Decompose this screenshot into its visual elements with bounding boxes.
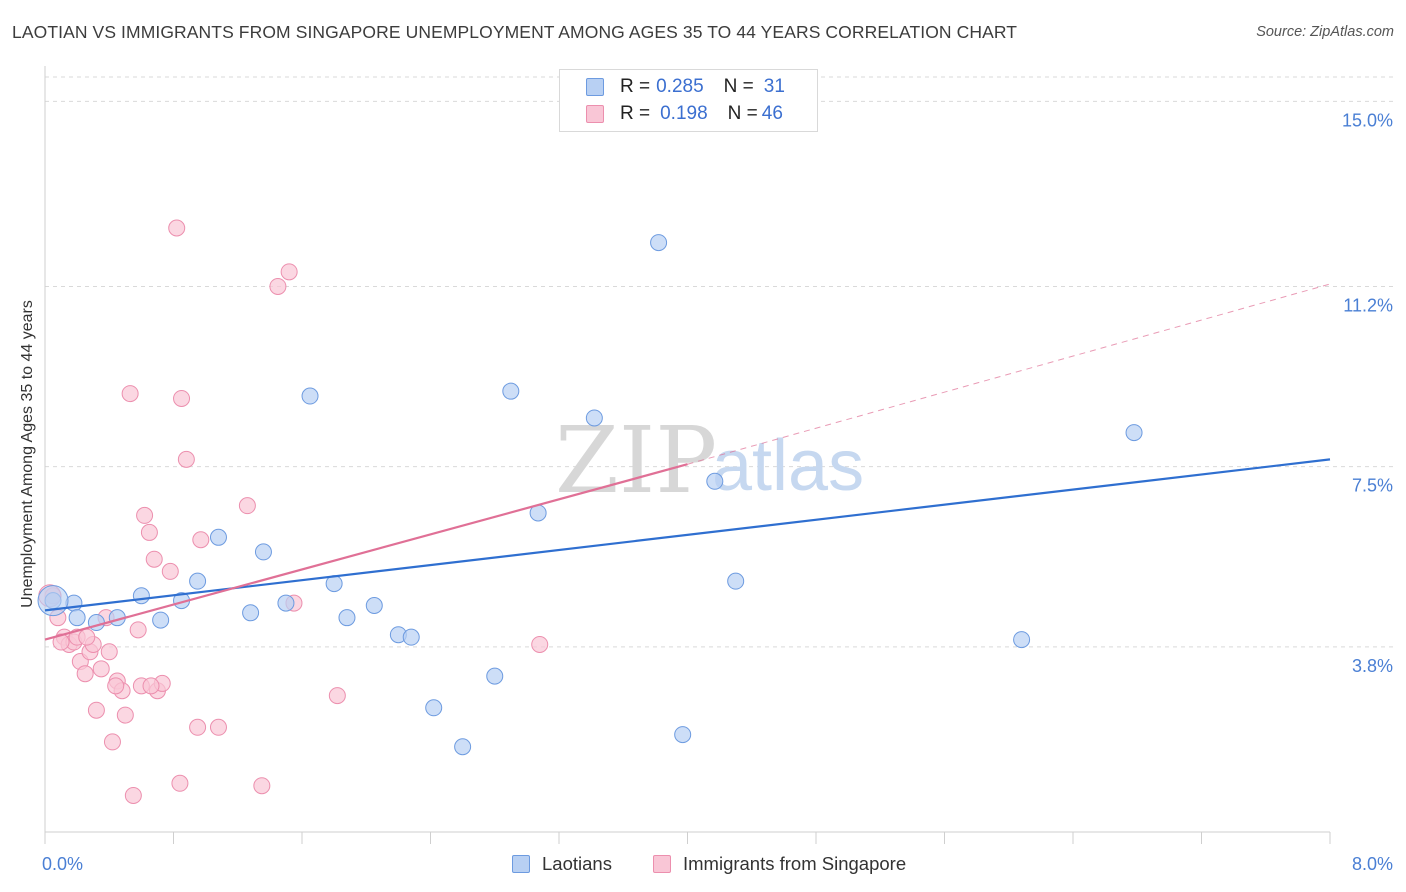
x-tick-label-max: 8.0% bbox=[1352, 854, 1393, 874]
point-laotians bbox=[454, 738, 472, 756]
point-laotians bbox=[68, 609, 86, 627]
point-laotians-cluster bbox=[37, 585, 69, 617]
series-laotians-points bbox=[37, 234, 1143, 756]
point-singapore bbox=[76, 665, 94, 683]
point-singapore bbox=[87, 701, 105, 719]
point-laotians bbox=[650, 234, 668, 252]
point-laotians bbox=[502, 382, 520, 400]
trend-lines bbox=[44, 283, 1331, 641]
point-singapore bbox=[328, 687, 346, 705]
watermark-atlas: atlas bbox=[712, 426, 864, 506]
legend-bottom-swatch-singapore bbox=[653, 855, 671, 873]
point-laotians bbox=[132, 587, 150, 605]
point-laotians bbox=[254, 543, 272, 561]
point-laotians bbox=[338, 609, 356, 627]
gridlines bbox=[45, 76, 1394, 648]
point-singapore bbox=[531, 635, 549, 653]
legend-row-laotians: R = 0.285 N = 31 bbox=[586, 74, 785, 100]
legend-n-label: N = bbox=[723, 76, 754, 97]
legend-r-label: R = bbox=[620, 103, 651, 124]
point-laotians bbox=[189, 572, 207, 590]
point-laotians bbox=[209, 528, 227, 546]
point-singapore bbox=[192, 531, 210, 549]
tick-labels: 3.8% 7.5% 11.2% 15.0% 0.0% 8.0% bbox=[42, 110, 1393, 874]
watermark-zip: ZIP bbox=[555, 407, 717, 514]
legend-row-singapore: R = 0.198 N = 46 bbox=[586, 101, 783, 127]
point-singapore bbox=[161, 562, 179, 580]
point-singapore bbox=[116, 706, 134, 724]
point-singapore bbox=[124, 786, 142, 804]
axes bbox=[44, 66, 1331, 844]
point-singapore bbox=[177, 450, 195, 468]
point-laotians bbox=[152, 611, 170, 629]
point-singapore bbox=[92, 660, 110, 678]
point-singapore bbox=[171, 774, 189, 792]
legend-n-label: N = bbox=[727, 103, 758, 124]
point-singapore bbox=[253, 777, 271, 795]
point-laotians bbox=[486, 667, 504, 685]
point-singapore bbox=[238, 497, 256, 515]
trend-line-singapore-extension bbox=[687, 283, 1331, 465]
stats-legend: R = 0.285 N = 31 R = 0.198 N = 46 bbox=[559, 69, 818, 132]
legend-r-value: 0.285 bbox=[656, 76, 704, 97]
point-singapore bbox=[209, 718, 227, 736]
point-singapore bbox=[100, 643, 118, 661]
point-singapore bbox=[189, 718, 207, 736]
point-singapore bbox=[280, 263, 298, 281]
point-singapore bbox=[103, 733, 121, 751]
point-singapore bbox=[52, 633, 70, 651]
chart-title: LAOTIAN VS IMMIGRANTS FROM SINGAPORE UNE… bbox=[12, 22, 1018, 42]
point-laotians bbox=[365, 597, 383, 614]
point-singapore bbox=[140, 523, 158, 541]
point-laotians bbox=[1013, 631, 1031, 649]
point-laotians bbox=[727, 572, 745, 590]
point-laotians bbox=[674, 726, 692, 744]
point-singapore bbox=[121, 385, 139, 403]
point-laotians bbox=[585, 409, 603, 427]
legend-bottom-swatch-laotians bbox=[512, 855, 530, 873]
trend-line-laotians bbox=[44, 458, 1331, 612]
point-laotians bbox=[1125, 424, 1143, 442]
point-singapore bbox=[78, 628, 96, 646]
y-tick-label: 3.8% bbox=[1352, 656, 1393, 676]
y-tick-label: 7.5% bbox=[1352, 476, 1393, 496]
point-singapore bbox=[142, 677, 160, 695]
legend-n-value: 31 bbox=[763, 76, 785, 97]
legend-n-value: 46 bbox=[761, 103, 783, 124]
point-singapore bbox=[129, 621, 147, 639]
point-singapore bbox=[145, 550, 163, 568]
y-tick-label: 11.2% bbox=[1343, 295, 1393, 315]
legend-bottom-label-singapore: Immigrants from Singapore bbox=[683, 853, 907, 874]
legend-swatch-laotians bbox=[586, 78, 604, 96]
legend-r-value: 0.198 bbox=[660, 103, 708, 124]
legend-r-label: R = bbox=[620, 76, 651, 97]
point-singapore bbox=[136, 506, 154, 524]
point-laotians bbox=[242, 604, 260, 622]
trend-line-singapore bbox=[44, 463, 688, 641]
point-singapore bbox=[173, 389, 191, 407]
point-laotians bbox=[425, 699, 443, 717]
series-singapore-points bbox=[38, 219, 549, 804]
legend-bottom-label-laotians: Laotians bbox=[542, 853, 612, 874]
y-axis-label: Unemployment Among Ages 35 to 44 years bbox=[19, 300, 36, 608]
legend-item-singapore: Immigrants from Singapore bbox=[653, 852, 906, 876]
legend-item-laotians: Laotians bbox=[512, 852, 612, 876]
y-tick-label: 15.0% bbox=[1342, 110, 1393, 130]
point-singapore bbox=[168, 219, 186, 237]
x-tick-label-min: 0.0% bbox=[42, 854, 83, 874]
point-laotians bbox=[277, 594, 295, 612]
source-label: Source: ZipAtlas.com bbox=[1256, 24, 1394, 40]
point-singapore bbox=[269, 277, 287, 295]
legend-swatch-singapore bbox=[586, 105, 604, 123]
point-laotians bbox=[706, 472, 724, 490]
point-singapore bbox=[107, 677, 125, 695]
point-laotians bbox=[301, 387, 319, 405]
point-laotians bbox=[402, 628, 420, 646]
